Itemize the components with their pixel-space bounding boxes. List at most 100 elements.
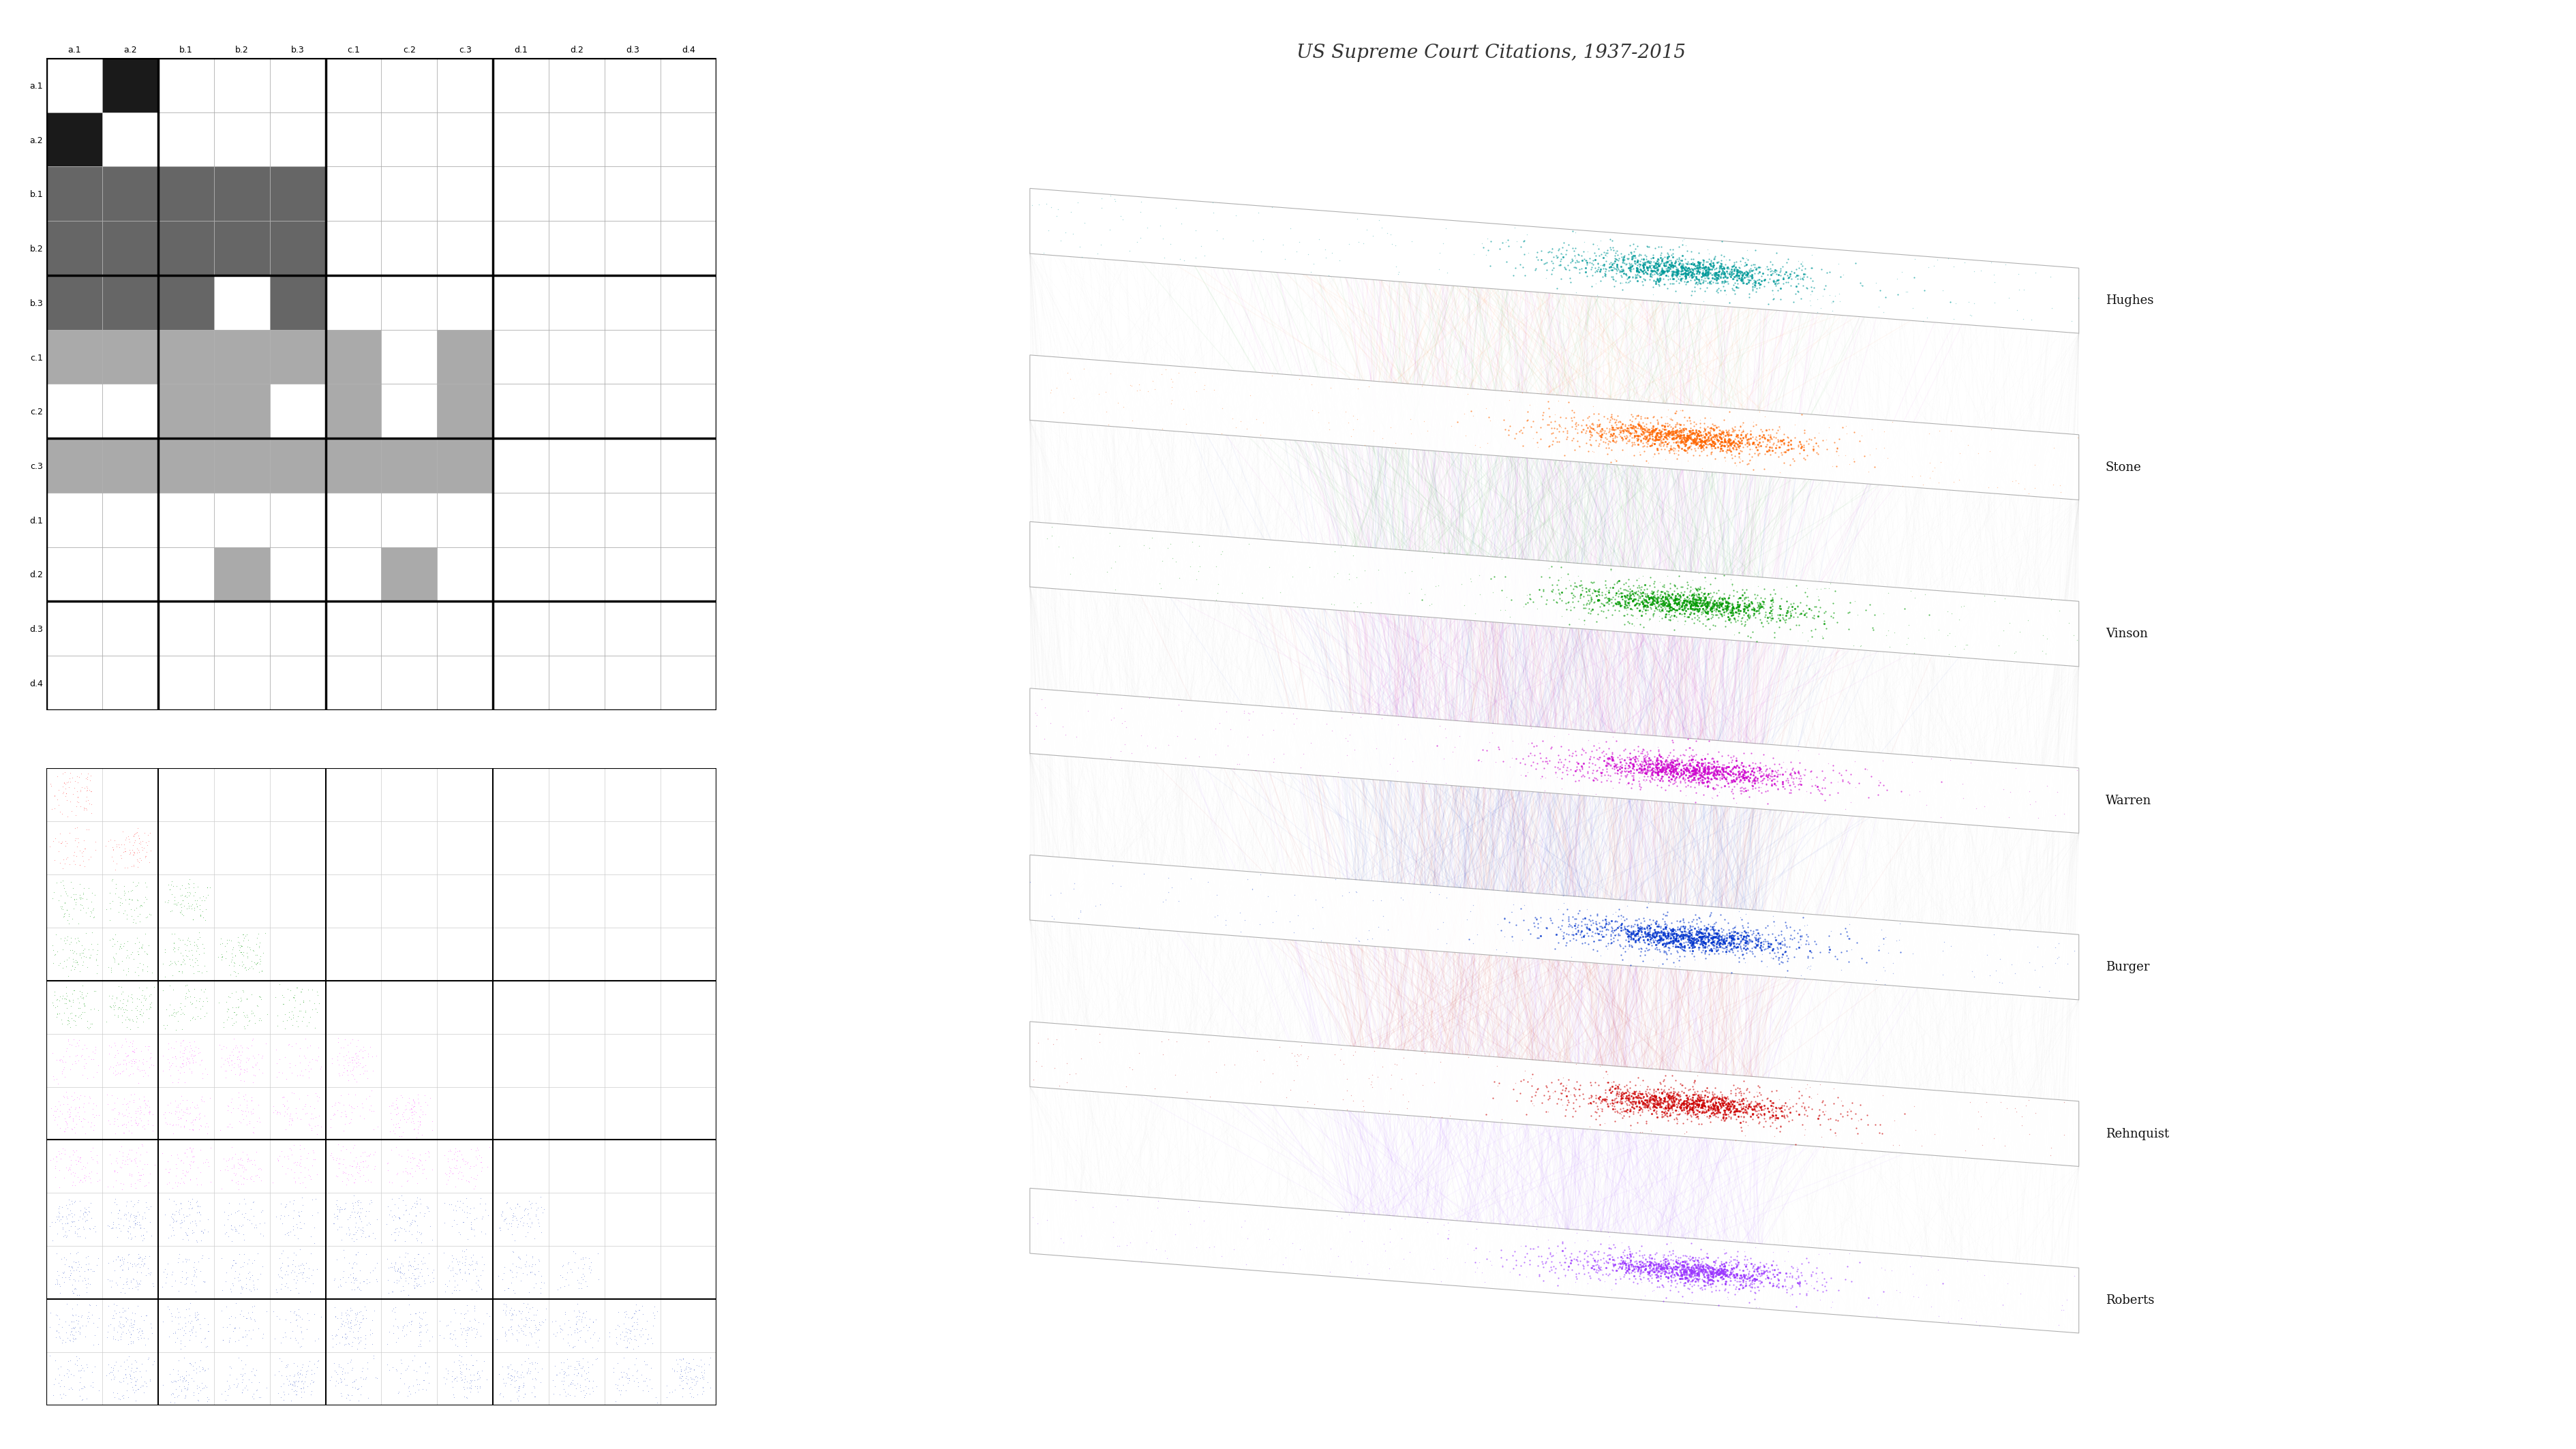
- Point: [1690, 1258, 1731, 1281]
- Point: [1927, 246, 1968, 270]
- Point: [412, 1110, 453, 1133]
- Point: [1419, 1051, 1461, 1074]
- Point: [1677, 767, 1718, 790]
- Point: [1973, 264, 2014, 287]
- Point: [1685, 265, 1726, 288]
- Point: [1618, 252, 1659, 275]
- Point: [1664, 923, 1705, 946]
- Point: [1783, 419, 1824, 442]
- Point: [258, 1061, 299, 1084]
- Point: [1489, 388, 1530, 412]
- Point: [1692, 593, 1734, 616]
- Point: [1739, 1111, 1780, 1135]
- Point: [1741, 761, 1783, 784]
- Point: [1628, 917, 1669, 940]
- Point: [420, 1308, 461, 1332]
- Point: [1618, 249, 1659, 272]
- Point: [1358, 1065, 1399, 1088]
- Point: [1625, 584, 1667, 607]
- Point: [1636, 1091, 1677, 1114]
- Point: [1728, 927, 1770, 951]
- Point: [106, 994, 147, 1017]
- Point: [1685, 601, 1726, 625]
- Point: [482, 1298, 523, 1321]
- Point: [1754, 1275, 1795, 1298]
- Point: [1726, 765, 1767, 788]
- Point: [1726, 929, 1767, 952]
- Point: [167, 1190, 209, 1213]
- Point: [1692, 590, 1734, 613]
- Point: [1700, 762, 1741, 785]
- Point: [1466, 397, 1507, 420]
- Point: [1695, 764, 1736, 787]
- Point: [162, 882, 204, 906]
- Point: [124, 1088, 165, 1111]
- Point: [1698, 1294, 1739, 1317]
- Point: [1579, 588, 1620, 611]
- Point: [1736, 1262, 1777, 1285]
- Point: [121, 1065, 162, 1088]
- Point: [1834, 775, 1875, 798]
- Point: [93, 1317, 134, 1340]
- Point: [1703, 275, 1744, 298]
- Point: [100, 1103, 142, 1126]
- Point: [103, 1300, 144, 1323]
- Point: [1633, 254, 1674, 277]
- Point: [46, 924, 88, 948]
- Point: [1695, 603, 1736, 626]
- Point: [142, 1013, 183, 1036]
- Point: [1716, 270, 1757, 293]
- Point: [1131, 369, 1172, 393]
- Point: [46, 1226, 88, 1249]
- Point: [330, 1032, 371, 1055]
- Point: [1785, 277, 1826, 300]
- Point: [62, 1091, 103, 1114]
- Point: [170, 1095, 211, 1119]
- Point: [497, 1193, 538, 1216]
- Point: [49, 903, 90, 926]
- Point: [1347, 919, 1388, 942]
- Point: [1752, 759, 1793, 782]
- Bar: [438, 439, 492, 493]
- Point: [1499, 1264, 1540, 1287]
- Point: [216, 1048, 258, 1071]
- Point: [1641, 775, 1682, 798]
- Point: [178, 1313, 219, 1336]
- Point: [209, 985, 250, 1009]
- Point: [1615, 924, 1656, 948]
- Point: [126, 959, 167, 982]
- Point: [1561, 920, 1602, 943]
- Point: [1731, 1271, 1772, 1294]
- Point: [93, 836, 134, 859]
- Point: [551, 1239, 592, 1262]
- Point: [178, 943, 219, 966]
- Point: [1600, 1256, 1641, 1279]
- Point: [131, 1103, 173, 1126]
- Point: [1602, 1097, 1643, 1120]
- Point: [222, 1358, 263, 1381]
- Point: [1605, 756, 1646, 780]
- Point: [1636, 765, 1677, 788]
- Point: [90, 881, 131, 904]
- Point: [121, 1164, 162, 1187]
- Point: [1607, 938, 1649, 961]
- Point: [142, 978, 183, 1001]
- Point: [1641, 907, 1682, 930]
- Point: [1726, 926, 1767, 949]
- Point: [103, 980, 144, 1003]
- Point: [1703, 435, 1744, 458]
- Point: [1705, 596, 1747, 619]
- Point: [1780, 265, 1821, 288]
- Point: [1680, 594, 1721, 617]
- Point: [214, 1249, 255, 1272]
- Point: [1695, 1091, 1736, 1114]
- Point: [1641, 584, 1682, 607]
- Point: [1553, 764, 1595, 787]
- Point: [1814, 1123, 1855, 1146]
- Point: [1728, 607, 1770, 630]
- Point: [1659, 1093, 1700, 1116]
- Point: [1798, 588, 1839, 611]
- Point: [1638, 1252, 1680, 1275]
- Point: [1680, 926, 1721, 949]
- Point: [1620, 1082, 1662, 1106]
